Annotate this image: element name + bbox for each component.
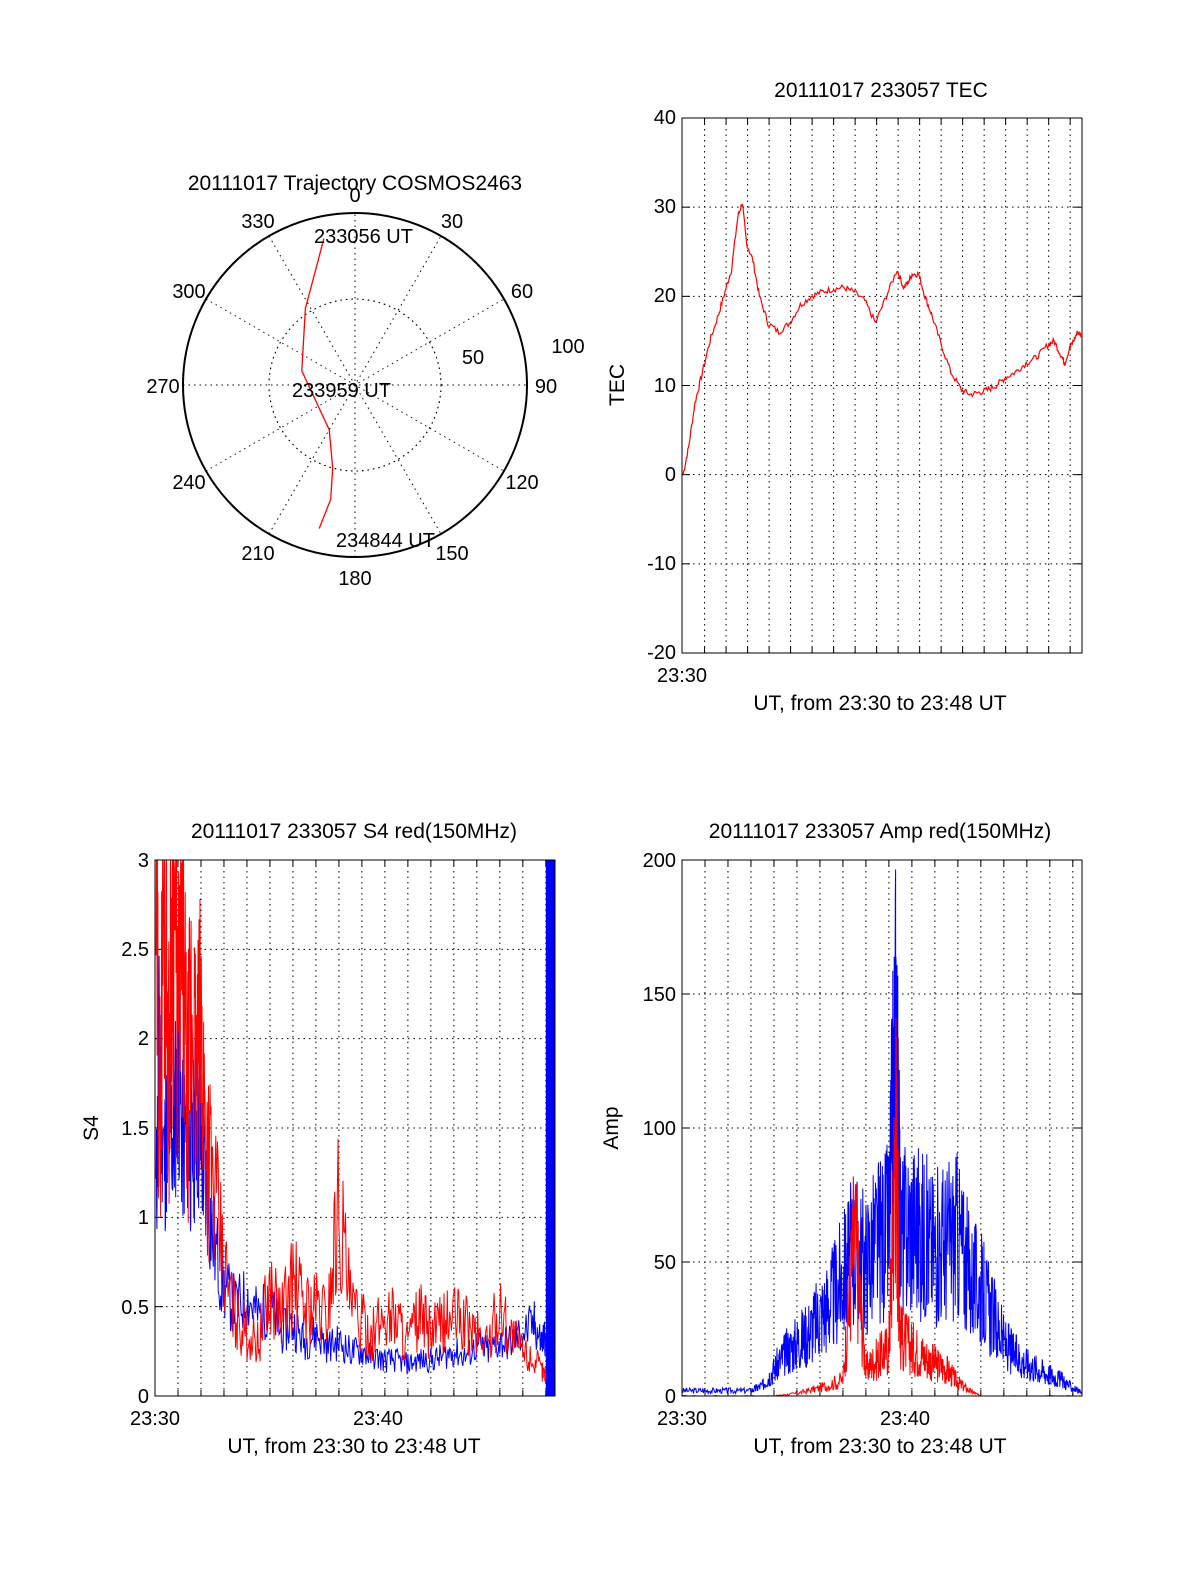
amp-y-tick: 50 [654,1252,676,1274]
angle-label-210: 210 [241,543,274,565]
s4-plot-frame [154,859,556,1397]
s4-y-tick-labels: 0 0.5 1 1.5 2 2.5 3 [121,850,149,1408]
amp-x-tick-label: 23:40 [880,1408,930,1430]
angle-label-330: 330 [241,211,274,233]
trajectory-end-label: 234844 UT [336,530,435,552]
s4-x-tick-label: 23:40 [353,1408,403,1430]
tec-panel: 20111017 233057 TEC -20 -10 0 10 20 30 4… [606,79,1083,715]
polar-outer-circle [182,212,528,558]
s4-y-axis-label: S4 [80,1115,103,1141]
amp-y-tick: 0 [665,1386,676,1408]
tec-title: 20111017 233057 TEC [774,79,988,102]
amp-y-tick: 150 [643,984,676,1006]
polar-grid-spoke [268,235,442,535]
s4-blue-band [545,860,555,1396]
tec-series-line [682,203,1083,475]
s4-title: 20111017 233057 S4 red(150MHz) [191,820,517,843]
tec-y-tick: 30 [654,196,676,218]
trajectory-mid-label: 233959 UT [292,380,391,402]
amp-y-tick-labels: 0 50 100 150 200 [643,850,676,1408]
amp-x-axis-label: UT, from 23:30 to 23:48 UT [753,1435,1006,1458]
s4-y-tick: 2.5 [121,939,149,961]
s4-x-tick-label: 23:30 [130,1408,180,1430]
tec-y-tick: -20 [647,642,676,664]
tec-minor-ticks [682,118,1082,653]
s4-red-series-line [155,859,547,1384]
s4-x-axis-label: UT, from 23:30 to 23:48 UT [227,1435,480,1458]
polar-trajectory-line [301,238,334,529]
angle-label-180: 180 [338,568,371,590]
polar-title: 20111017 Trajectory COSMOS2463 [188,172,522,195]
amp-plot-frame [681,859,1083,1397]
polar-grid-circle [268,298,442,472]
tec-y-tick: 20 [654,285,676,307]
s4-blue-series-line [155,955,547,1375]
s4-panel: 20111017 233057 S4 red(150MHz) 0 0.5 1 1… [80,820,556,1458]
amp-y-axis-label: Amp [600,1106,623,1149]
angle-label-90: 90 [535,376,557,398]
tec-y-axis-label: TEC [606,364,629,406]
polar-grid [183,213,527,557]
radial-label-100: 100 [551,336,584,358]
amp-red-series-line [681,1018,1082,1397]
angle-label-300: 300 [172,281,205,303]
amp-minor-ticks [682,860,1082,1396]
polar-trajectory-panel: 20111017 Trajectory COSMOS2463 0 30 60 9… [146,172,584,590]
tec-y-tick-labels: -20 -10 0 10 20 30 40 [647,107,676,664]
amp-panel: 20111017 233057 Amp red(150MHz) 0 50 100… [600,820,1083,1458]
angle-label-30: 30 [441,211,463,233]
s4-y-tick: 1.5 [121,1118,149,1140]
tec-x-axis-label: UT, from 23:30 to 23:48 UT [753,692,1006,715]
s4-y-tick: 3 [138,850,149,872]
amp-x-tick-label: 23:30 [657,1408,707,1430]
s4-y-tick: 0.5 [121,1297,149,1319]
angle-label-270: 270 [146,376,179,398]
s4-y-tick: 0 [138,1386,149,1408]
tec-plot-frame [681,117,1083,654]
amp-title: 20111017 233057 Amp red(150MHz) [709,820,1051,843]
angle-label-60: 60 [511,281,533,303]
tec-grid [682,118,1082,653]
amp-grid [682,860,1082,1396]
angle-label-150: 150 [435,543,468,565]
amp-blue-series-line [681,869,1083,1396]
amp-y-tick: 100 [643,1118,676,1140]
angle-label-240: 240 [172,472,205,494]
tec-x-tick-label: 23:30 [657,665,707,687]
tec-y-tick: 0 [665,464,676,486]
tec-y-tick: -10 [647,553,676,575]
polar-angle-labels: 0 30 60 90 120 150 180 210 240 270 300 3… [146,185,557,590]
tec-y-tick: 10 [654,375,676,397]
s4-y-tick: 1 [138,1207,149,1229]
amp-y-tick: 200 [643,850,676,872]
angle-label-0: 0 [349,185,360,207]
trajectory-start-label: 233056 UT [314,226,413,248]
tec-y-tick: 40 [654,107,676,129]
radial-label-50: 50 [462,347,484,369]
angle-label-120: 120 [505,472,538,494]
s4-y-tick: 2 [138,1028,149,1050]
